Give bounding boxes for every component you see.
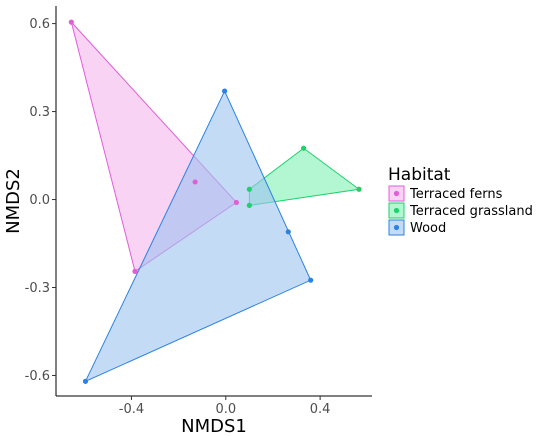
point-terraced-ferns bbox=[68, 19, 74, 25]
legend-key-point bbox=[393, 224, 400, 231]
point-terraced-ferns bbox=[233, 199, 240, 206]
axes: -0.4 0.0 0.4 0.6 0.3 0.0 -0.3 -0.6 bbox=[25, 6, 372, 417]
hull-wood bbox=[84, 89, 312, 383]
legend: Habitat Terraced ferns Terraced grassland… bbox=[388, 165, 533, 236]
legend-item-wood: Wood bbox=[388, 219, 446, 236]
legend-title: Habitat bbox=[388, 165, 451, 185]
point-terraced-ferns bbox=[132, 268, 138, 274]
point-terraced-grassland bbox=[246, 202, 252, 208]
y-tick-label: -0.6 bbox=[25, 369, 50, 384]
y-tick-label: 0.6 bbox=[29, 17, 50, 32]
legend-item-terraced-grassland: Terraced grassland bbox=[388, 202, 533, 219]
x-axis-title: NMDS1 bbox=[181, 416, 247, 436]
point-terraced-grassland bbox=[246, 186, 252, 192]
point-terraced-ferns bbox=[192, 179, 198, 185]
legend-item-terraced-ferns: Terraced ferns bbox=[388, 185, 503, 202]
point-terraced-grassland bbox=[301, 145, 307, 151]
hull-layer bbox=[70, 21, 361, 383]
y-axis-ticks: 0.6 0.3 0.0 -0.3 -0.6 bbox=[25, 17, 56, 384]
point-terraced-grassland bbox=[356, 186, 362, 192]
x-tick-label: 0.0 bbox=[215, 402, 236, 417]
y-tick-label: -0.3 bbox=[25, 281, 50, 296]
legend-items: Terraced ferns Terraced grassland Wood bbox=[388, 185, 533, 236]
y-axis-title: NMDS2 bbox=[3, 168, 24, 234]
point-layer bbox=[68, 19, 362, 384]
legend-key-point bbox=[393, 190, 400, 197]
legend-key-point bbox=[393, 207, 400, 214]
x-tick-label: -0.4 bbox=[119, 402, 144, 417]
legend-label: Terraced ferns bbox=[409, 187, 503, 202]
legend-label: Wood bbox=[410, 221, 446, 236]
legend-label: Terraced grassland bbox=[409, 204, 533, 219]
point-wood bbox=[82, 378, 89, 384]
point-wood bbox=[308, 277, 314, 283]
point-wood bbox=[285, 229, 291, 235]
x-axis-ticks: -0.4 0.0 0.4 bbox=[119, 396, 331, 417]
y-tick-label: 0.3 bbox=[29, 105, 50, 120]
point-wood bbox=[222, 88, 228, 94]
x-tick-label: 0.4 bbox=[310, 402, 331, 417]
y-tick-label: 0.0 bbox=[29, 193, 50, 208]
